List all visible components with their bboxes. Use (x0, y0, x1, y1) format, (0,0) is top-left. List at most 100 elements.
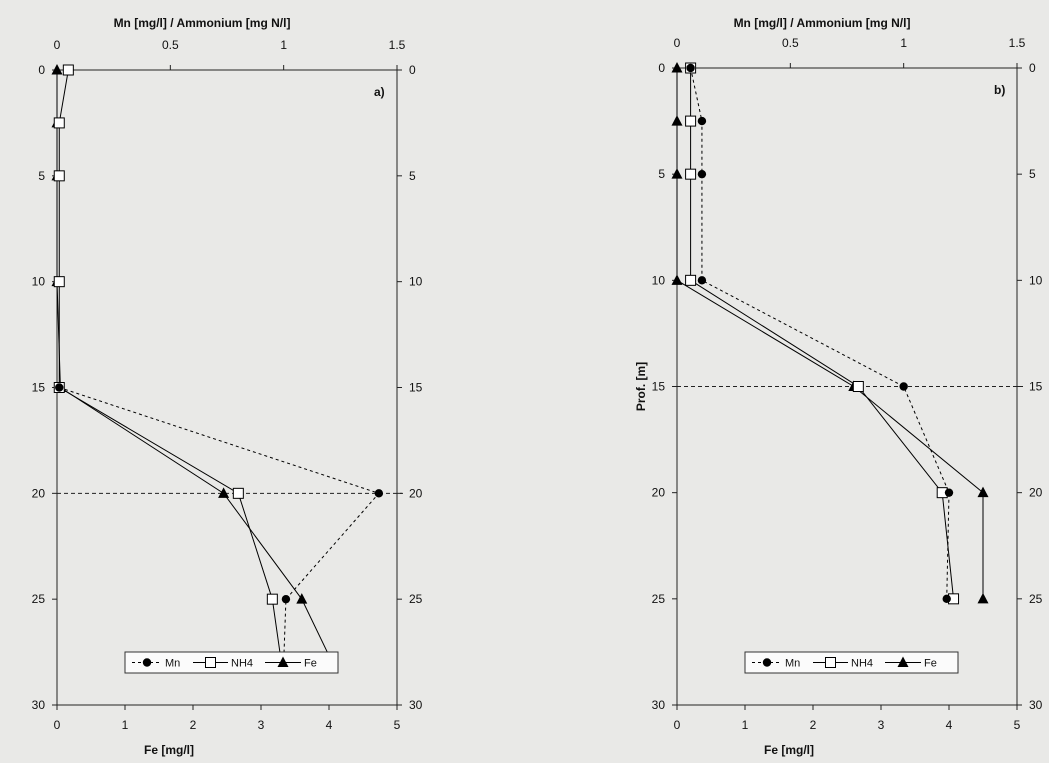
bottom-x-tick-label: 2 (190, 718, 197, 732)
y-tick-label-right: 15 (409, 381, 423, 395)
data-point-mn (55, 383, 64, 392)
data-point-mn (899, 382, 908, 391)
y-tick-label-right: 5 (1029, 167, 1036, 181)
bottom-x-tick-label: 0 (54, 718, 61, 732)
legend-item-mn: Mn (165, 658, 180, 670)
data-point-fe (51, 64, 63, 75)
data-point-fe (218, 487, 230, 498)
y-tick-label-right: 20 (409, 486, 423, 500)
data-point-fe (671, 62, 683, 73)
legend-item-fe: Fe (304, 658, 317, 670)
data-point-nh4 (53, 117, 65, 129)
y-tick-label-left: 5 (658, 167, 665, 181)
bottom-x-tick-label: 4 (946, 718, 953, 732)
y-tick-label-right: 0 (1029, 61, 1036, 75)
legend-item-nh4: NH4 (851, 658, 873, 670)
bottom-x-tick-label: 5 (394, 718, 401, 732)
legend: Mn NH4 Fe (124, 651, 339, 674)
data-point-mn (942, 594, 951, 604)
data-point-nh4 (62, 64, 74, 76)
data-point-nh4 (266, 593, 278, 605)
top-x-tick-label: 1 (900, 36, 907, 50)
y-tick-label-right: 25 (409, 592, 423, 606)
series-mn (686, 63, 954, 604)
data-point-fe (671, 274, 683, 285)
data-point-mn (697, 276, 707, 285)
series-line-fe (56, 70, 333, 663)
top-x-tick-label: 1 (280, 38, 287, 52)
data-point-fe (671, 168, 683, 179)
y-tick-label-left: 30 (32, 698, 46, 712)
y-tick-label-right: 30 (1029, 698, 1043, 712)
y-tick-label-right: 10 (409, 275, 423, 289)
bottom-x-tick-label: 5 (1014, 718, 1021, 732)
data-point-mn (686, 63, 695, 73)
y-tick-label-left: 0 (658, 61, 665, 75)
data-point-nh4 (685, 115, 697, 127)
left-axis-title: Prof. [m] (634, 362, 648, 411)
legend: Mn NH4 Fe (744, 651, 959, 674)
y-tick-label-left: 30 (652, 698, 666, 712)
series-line-mn (59, 387, 380, 663)
data-point-mn (944, 488, 954, 497)
y-tick-label-right: 20 (1029, 486, 1043, 500)
top-axis-title: Mn [mg/l] / Ammonium [mg N/l] (114, 16, 291, 30)
data-point-nh4 (852, 381, 864, 392)
legend-marker (897, 656, 909, 667)
top-x-tick-label: 0 (674, 36, 681, 50)
data-point-fe (977, 592, 989, 604)
y-tick-label-left: 10 (32, 275, 46, 289)
data-point-fe (671, 115, 683, 126)
legend-marker (825, 657, 836, 668)
top-x-tick-label: 0.5 (782, 36, 799, 50)
data-point-nh4 (685, 274, 697, 286)
y-tick-label-left: 15 (652, 380, 666, 394)
data-point-mn (697, 169, 707, 179)
data-point-nh4 (232, 487, 244, 499)
legend-box (744, 651, 959, 674)
bottom-x-tick-label: 1 (122, 718, 129, 732)
legend-item-nh4: NH4 (231, 658, 253, 670)
y-tick-label-left: 20 (652, 486, 666, 500)
y-tick-label-right: 0 (409, 63, 416, 77)
y-tick-label-left: 5 (38, 169, 45, 183)
legend-marker (277, 656, 289, 667)
y-tick-label-right: 10 (1029, 273, 1043, 287)
legend-marker (205, 657, 216, 668)
bottom-x-tick-label: 3 (258, 718, 265, 732)
legend-item-fe: Fe (924, 658, 937, 670)
data-point-nh4 (685, 168, 697, 180)
top-axis-title: Mn [mg/l] / Ammonium [mg N/l] (734, 16, 911, 30)
y-tick-label-left: 0 (38, 63, 45, 77)
y-tick-label-right: 5 (409, 169, 416, 183)
data-point-fe (296, 593, 308, 604)
legend-marker (762, 658, 772, 667)
bottom-x-tick-label: 0 (674, 718, 681, 732)
data-point-mn (281, 594, 291, 604)
legend-marker (142, 658, 152, 667)
bottom-x-tick-label: 2 (810, 718, 817, 732)
y-tick-label-left: 15 (32, 381, 46, 395)
bottom-x-tick-label: 3 (878, 718, 885, 732)
y-tick-label-left: 25 (652, 592, 666, 606)
panel-label: b) (994, 83, 1005, 97)
bottom-axis-title: Fe [mg/l] (764, 743, 814, 757)
legend-box (124, 651, 339, 674)
data-point-fe (977, 486, 989, 498)
top-x-tick-label: 0.5 (162, 38, 179, 52)
y-tick-label-left: 10 (652, 273, 666, 287)
bottom-x-tick-label: 4 (326, 718, 333, 732)
data-point-mn (697, 116, 707, 126)
data-point-nh4 (53, 170, 65, 182)
y-tick-label-left: 25 (32, 592, 46, 606)
series-fe (671, 62, 989, 604)
bottom-x-tick-label: 1 (742, 718, 749, 732)
y-tick-label-right: 30 (409, 698, 423, 712)
data-point-mn (374, 489, 384, 498)
legend-item-mn: Mn (785, 658, 800, 670)
